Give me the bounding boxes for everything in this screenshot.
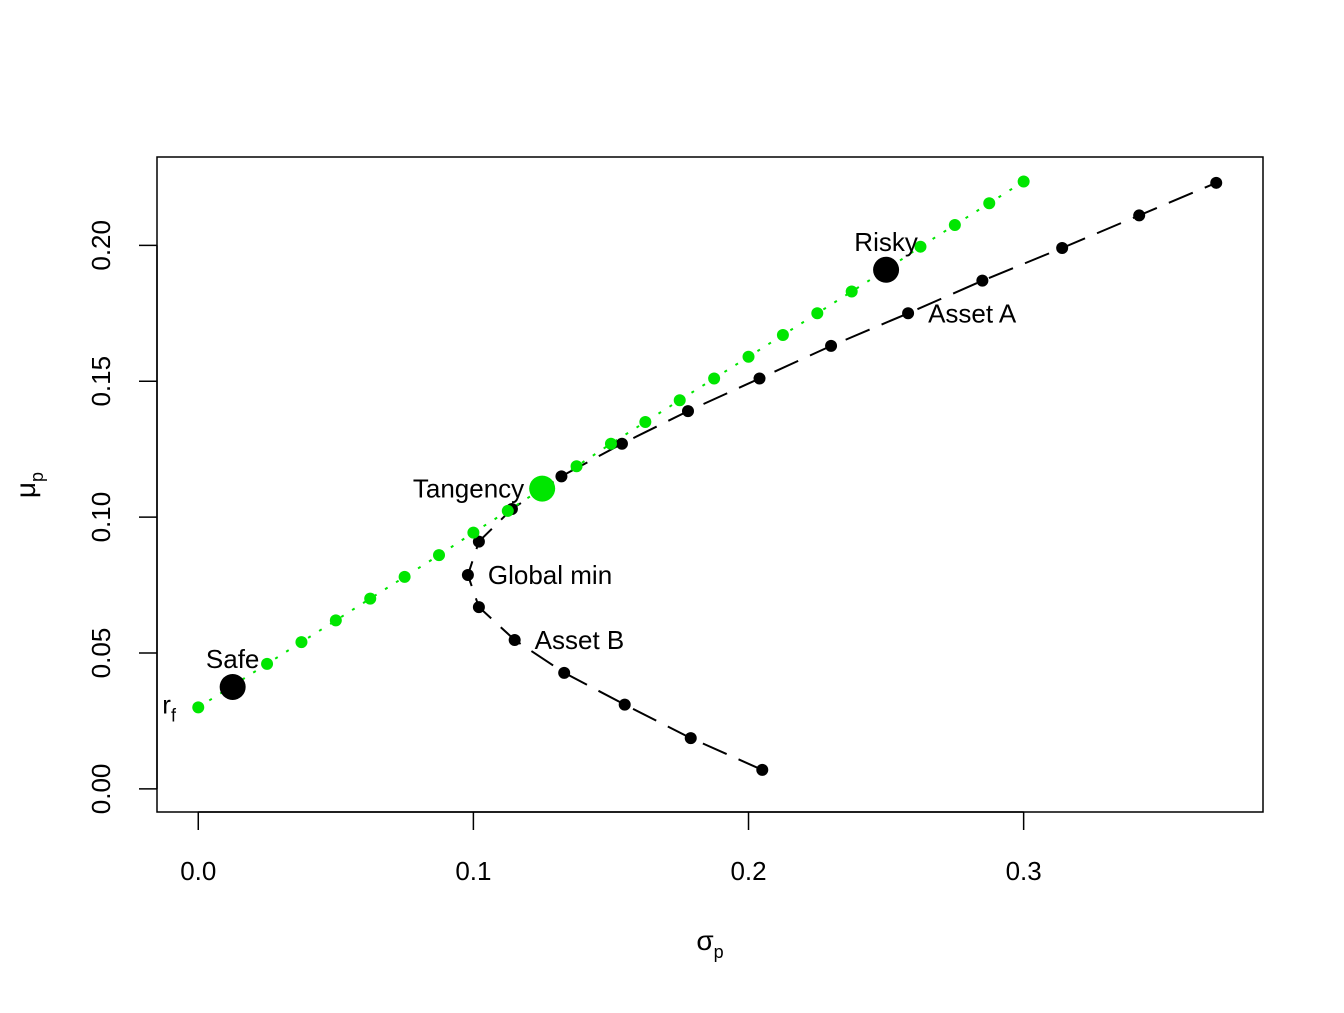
series-1-point <box>673 394 686 407</box>
annotation-labels: Tangency Risky Safe Global min Asset A Asset … <box>162 227 1017 726</box>
series-1-point <box>948 218 961 231</box>
risk-free-label: rf <box>162 689 177 725</box>
series-0-point <box>508 633 521 646</box>
series-0-point <box>756 763 769 776</box>
series-1-point <box>192 701 205 714</box>
series-0-point <box>1210 176 1223 189</box>
series-1-point <box>742 350 755 363</box>
safe-point <box>219 673 246 700</box>
axes-layer: 0.0 0.1 0.2 0.3 0.00 0.05 0.10 0.15 0.20 σp μp <box>10 220 1042 962</box>
risky-point <box>873 256 900 283</box>
y-tick-label: 0.10 <box>86 492 116 543</box>
plot-frame <box>156 156 1264 813</box>
series-0-point <box>1056 242 1069 255</box>
series-1-point <box>604 437 617 450</box>
series-1-point <box>467 526 480 539</box>
series-1-point <box>708 372 721 385</box>
asset-b-label: Asset B <box>535 625 625 655</box>
y-axis-title-subscript: p <box>27 472 47 482</box>
y-tick-label: 0.00 <box>86 764 116 815</box>
series-1-point <box>398 570 411 583</box>
series-0-point <box>558 666 571 679</box>
series-0-point <box>555 470 568 483</box>
series-0-point <box>1133 209 1146 222</box>
series-1-point <box>811 307 824 320</box>
series-1-point <box>433 549 446 562</box>
series-1-point <box>364 592 377 605</box>
x-axis-title-subscript: p <box>714 942 724 962</box>
tangency-point <box>529 475 556 502</box>
safe-label: Safe <box>206 644 260 674</box>
series-0-point <box>825 339 838 352</box>
x-tick-label: 0.0 <box>180 856 216 886</box>
series-1-point <box>639 415 652 428</box>
series-0-line <box>466 181 1217 771</box>
series-lines <box>197 180 1217 771</box>
series-1-point <box>776 329 789 342</box>
series-points <box>192 175 1223 776</box>
series-1-point <box>1017 175 1030 188</box>
y-axis-title: μp <box>10 472 47 498</box>
risky-label: Risky <box>854 227 918 257</box>
series-0-point <box>753 372 766 385</box>
series-1-point <box>501 504 514 517</box>
series-0-point <box>976 274 989 287</box>
series-0-point <box>615 437 628 450</box>
series-0-point <box>461 569 474 582</box>
global-min-label: Global min <box>488 560 612 590</box>
series-0-point <box>902 307 915 320</box>
x-axis-title: σp <box>696 925 723 962</box>
series-1-point <box>295 636 308 649</box>
series-0-point <box>618 698 631 711</box>
series-1-point <box>570 460 583 473</box>
series-1-point <box>845 285 858 298</box>
risk-free-label-subscript: f <box>171 705 177 725</box>
y-tick-label: 0.15 <box>86 356 116 407</box>
series-0-point <box>472 601 485 614</box>
asset-a-label: Asset A <box>928 298 1017 328</box>
y-tick-label: 0.05 <box>86 628 116 679</box>
series-0-point <box>681 405 694 418</box>
tangency-label: Tangency <box>413 474 524 504</box>
series-0-point <box>472 535 485 548</box>
y-tick-label: 0.20 <box>86 220 116 271</box>
series-1-point <box>329 614 342 627</box>
series-1-point <box>983 197 996 210</box>
series-1-point <box>914 240 927 253</box>
x-tick-label: 0.3 <box>1006 856 1042 886</box>
series-0-point <box>684 732 697 745</box>
x-tick-label: 0.1 <box>455 856 491 886</box>
x-tick-label: 0.2 <box>730 856 766 886</box>
series-1-point <box>261 657 274 670</box>
